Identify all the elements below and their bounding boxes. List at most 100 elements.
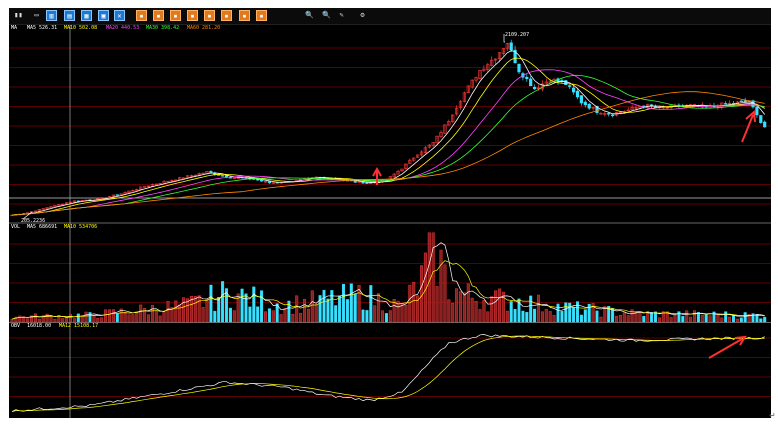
- layout-icon[interactable]: ▥: [46, 10, 57, 21]
- price-candle: [513, 49, 517, 64]
- candlestick-chart-icon[interactable]: ▮▮: [14, 11, 23, 19]
- table-icon[interactable]: ▤: [64, 10, 75, 21]
- toolbar-orange-6-icon[interactable]: ▪: [221, 10, 232, 21]
- price-candle: [529, 78, 533, 87]
- price-candle: [404, 163, 408, 169]
- indicator-icon[interactable]: ▦: [81, 10, 92, 21]
- low-price-label: 205.2236: [21, 218, 46, 224]
- price-candle: [458, 101, 463, 108]
- price-candle: [408, 159, 412, 164]
- draw-line-icon[interactable]: ✎: [339, 11, 344, 19]
- ma60-label: MA60 281.20: [187, 25, 221, 31]
- obv-label: OBV: [11, 323, 21, 329]
- volume-bar: [349, 283, 353, 323]
- price-candle: [439, 132, 443, 137]
- volume-bar: [100, 317, 104, 323]
- volume-bar: [665, 311, 669, 323]
- price-candle: [221, 175, 225, 177]
- volume-bar: [443, 264, 447, 323]
- price-candle: [271, 182, 275, 184]
- volume-bar: [681, 316, 685, 323]
- chart-canvas[interactable]: [9, 8, 771, 418]
- price-candle: [478, 70, 482, 80]
- volume-bar: [244, 293, 248, 323]
- price-candle: [143, 186, 147, 188]
- price-candle: [182, 177, 186, 179]
- price-candle: [763, 121, 767, 128]
- volume-bar: [642, 316, 646, 323]
- volume-bar: [232, 310, 236, 323]
- volume-bar: [361, 309, 365, 323]
- price-candle: [412, 157, 416, 161]
- volume-bar: [217, 297, 221, 323]
- volume-bar: [724, 311, 728, 323]
- volume-bar: [583, 309, 587, 323]
- volume-bar: [30, 315, 34, 323]
- price-candle: [634, 107, 638, 109]
- price-candle: [119, 193, 123, 196]
- price-candle: [135, 188, 139, 191]
- price-candle: [447, 121, 451, 126]
- price-candle: [53, 204, 57, 207]
- price-candle: [583, 101, 587, 106]
- toolbar-orange-1-icon[interactable]: ▪: [136, 10, 147, 21]
- price-candle: [415, 154, 420, 158]
- price-candle: [267, 181, 272, 184]
- price-candle: [727, 102, 732, 105]
- volume-bar: [708, 315, 712, 323]
- volume-bar: [334, 305, 338, 323]
- volume-bar: [326, 298, 330, 323]
- volume-bar: [646, 311, 650, 323]
- price-candle: [68, 201, 73, 204]
- price-candle: [189, 175, 194, 177]
- volume-bar: [123, 312, 127, 323]
- window-icon[interactable]: ▣: [98, 10, 109, 21]
- zoom-out-icon[interactable]: 🔍: [322, 11, 331, 19]
- volume-bar: [451, 302, 455, 323]
- toolbar-orange-2-icon[interactable]: ▪: [153, 10, 164, 21]
- volume-bar: [618, 315, 622, 323]
- toolbar-orange-7-icon[interactable]: ▪: [239, 10, 250, 21]
- volume-bar: [560, 310, 564, 323]
- volume-bar: [104, 309, 108, 323]
- volume-bar: [96, 318, 100, 323]
- volume-bar: [88, 312, 92, 323]
- volume-bar: [657, 317, 661, 323]
- price-candle: [724, 103, 728, 105]
- price-candle: [470, 79, 474, 88]
- price-candle: [431, 142, 435, 146]
- volume-bar: [10, 318, 14, 323]
- volume-bar: [474, 301, 478, 323]
- toolbar-orange-3-icon[interactable]: ▪: [170, 10, 181, 21]
- volume-bar: [146, 314, 150, 323]
- volume-bar: [205, 299, 209, 323]
- volume-bar: [439, 249, 443, 323]
- zoom-in-icon[interactable]: 🔍: [305, 11, 314, 19]
- volume-bar: [111, 309, 115, 323]
- price-candle: [357, 181, 361, 183]
- toolbar-orange-8-icon[interactable]: ▪: [256, 10, 267, 21]
- volume-bar: [345, 299, 349, 323]
- volume-bar: [263, 311, 267, 323]
- settings-gear-icon[interactable]: ⚙: [360, 11, 365, 19]
- toolbar-orange-4-icon[interactable]: ▪: [187, 10, 198, 21]
- ma10-line: [11, 57, 765, 216]
- price-candle: [618, 111, 622, 114]
- volume-bar: [69, 314, 73, 323]
- price-candle: [587, 103, 591, 109]
- close-icon[interactable]: ✕: [114, 10, 125, 21]
- volume-bar: [150, 304, 154, 323]
- annotation-arrow-1: [372, 166, 382, 185]
- volume-bar: [271, 310, 275, 323]
- volume-bar: [295, 295, 299, 323]
- keyboard-icon[interactable]: ▭: [34, 11, 39, 19]
- volume-bar: [654, 311, 658, 323]
- volume-bar: [622, 312, 626, 323]
- price-candle: [591, 107, 595, 109]
- price-candle: [610, 114, 615, 117]
- volume-bar: [431, 232, 435, 323]
- volume-bar: [252, 286, 256, 323]
- volume-bar: [396, 300, 400, 323]
- toolbar-orange-5-icon[interactable]: ▪: [204, 10, 215, 21]
- volume-bar: [564, 302, 568, 323]
